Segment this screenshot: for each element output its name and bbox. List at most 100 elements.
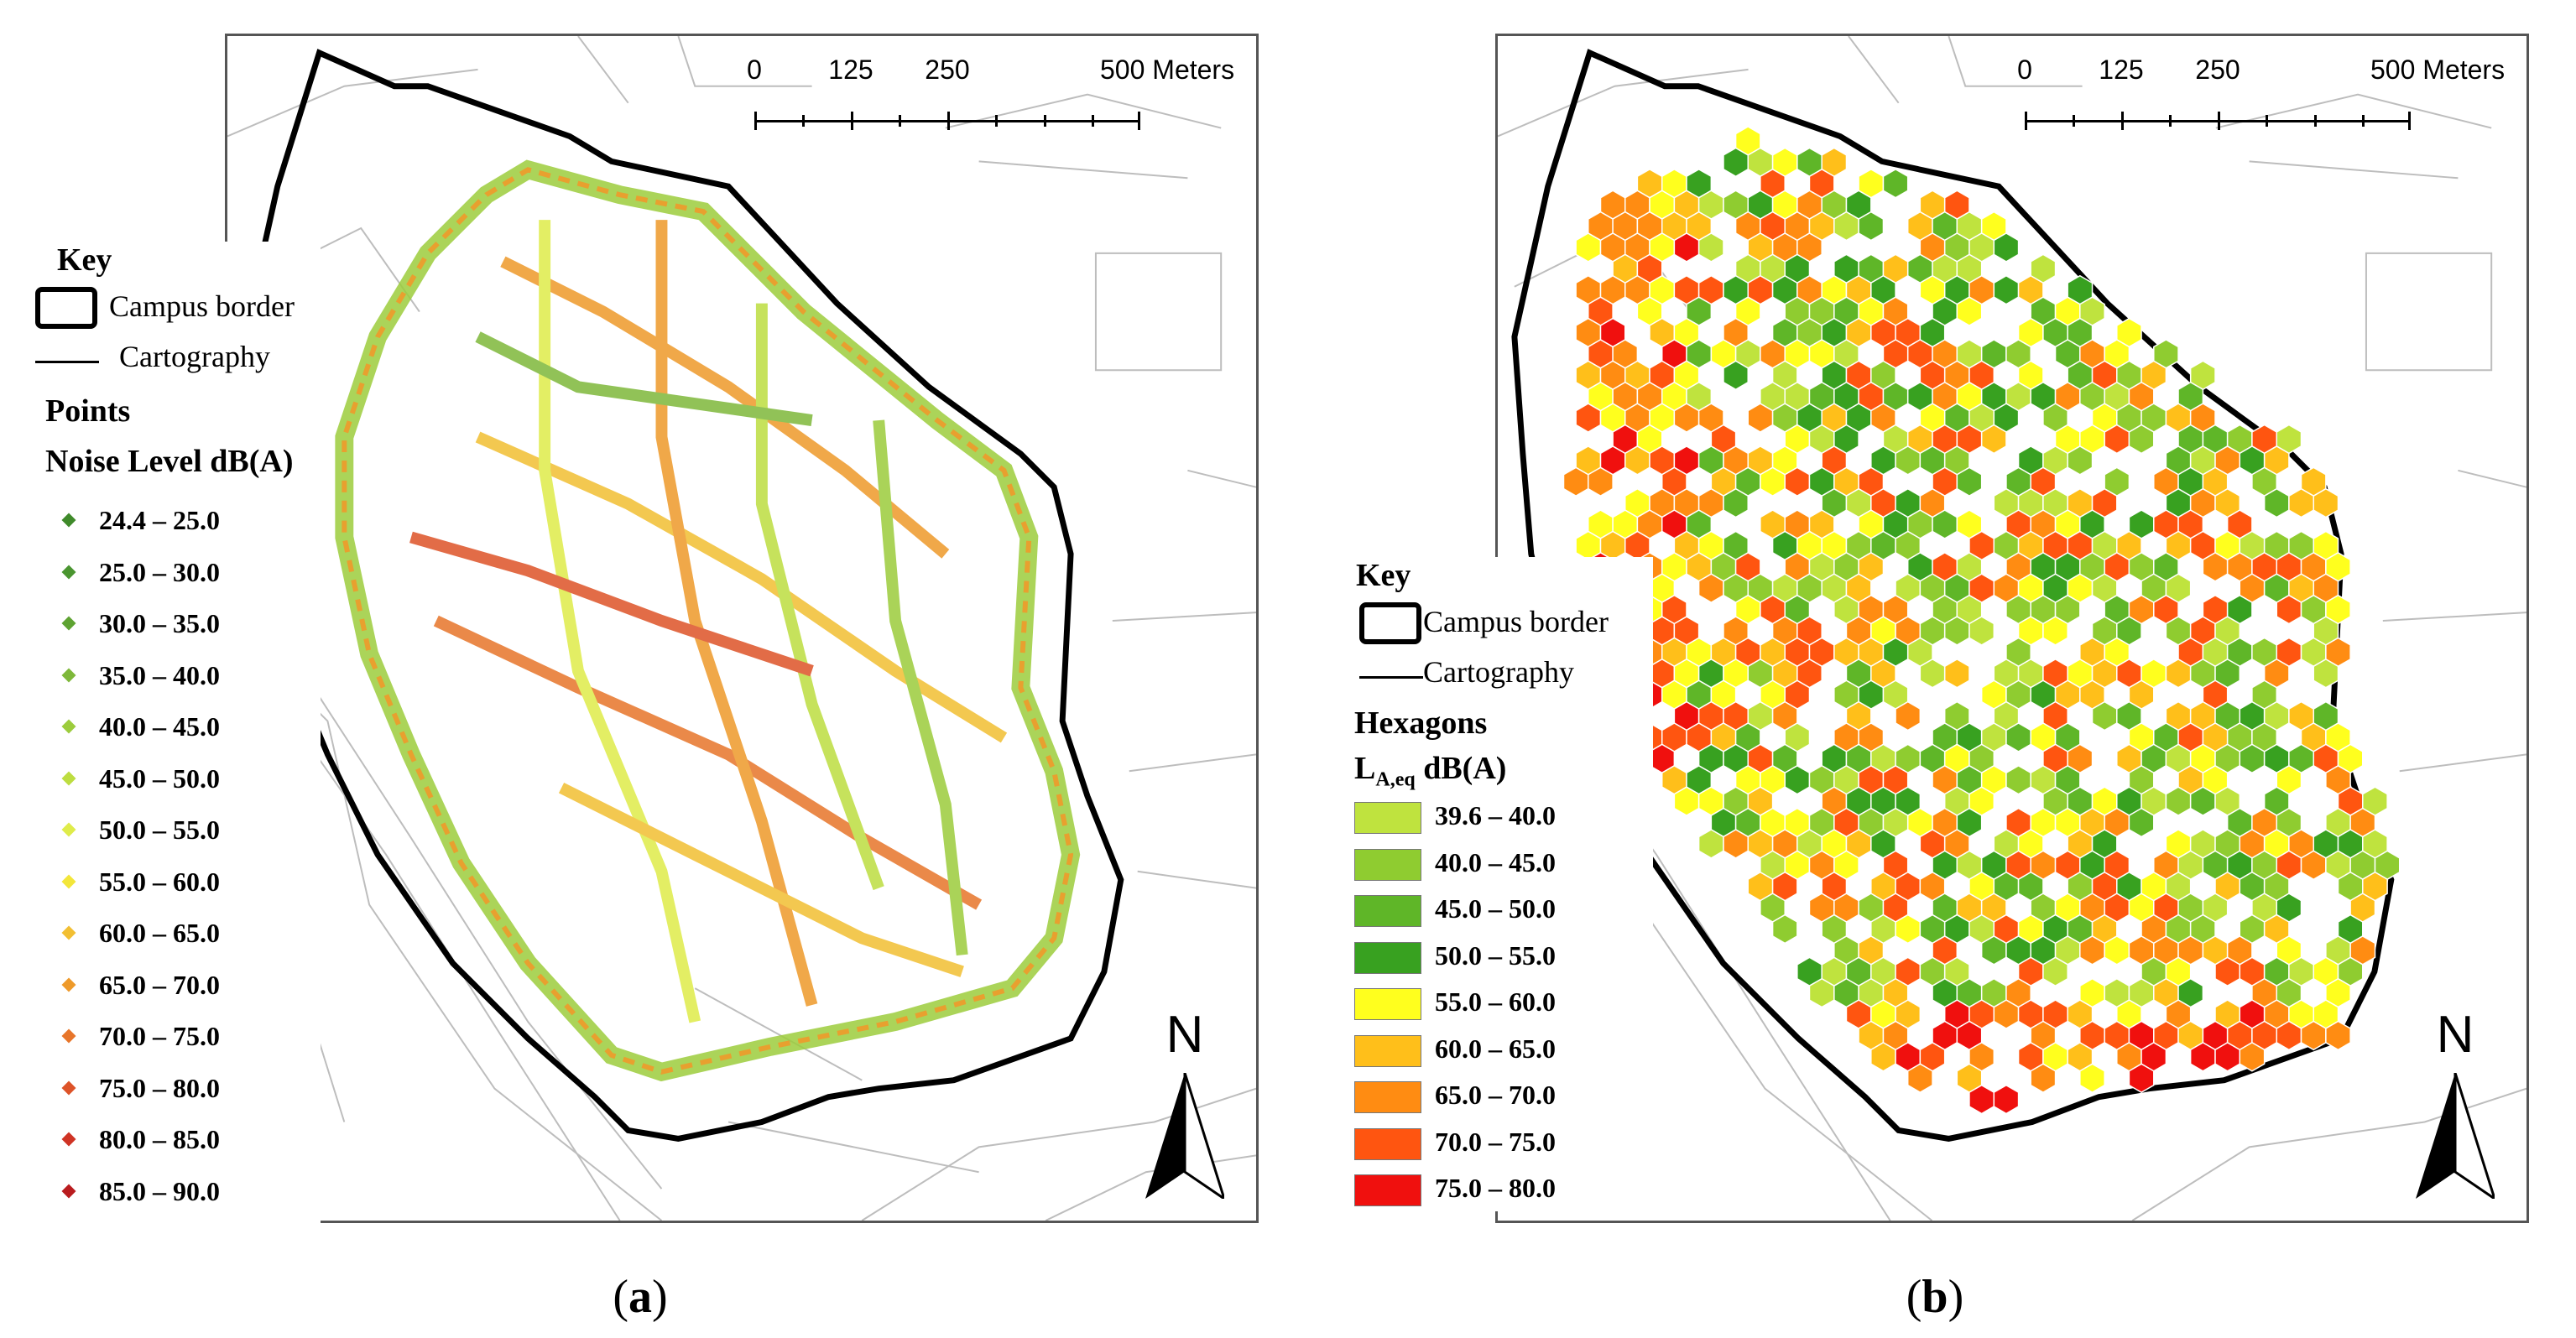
hexagon-cell bbox=[1969, 1084, 1995, 1115]
cartography-swatch bbox=[35, 361, 99, 363]
hexagon-cell bbox=[1673, 786, 1700, 816]
legend-key-title: Key bbox=[1356, 558, 1411, 593]
hexagon-cell bbox=[2239, 743, 2266, 774]
scale-bar: 0 125 250 500 Meters bbox=[747, 55, 1256, 155]
hexagon-cell bbox=[2128, 1063, 2155, 1094]
hexagon-cell bbox=[1723, 360, 1749, 391]
hexagon-cell bbox=[2067, 445, 2094, 476]
scale-label-0: 0 bbox=[747, 55, 762, 85]
legend-hex-swatch bbox=[1354, 1127, 1421, 1160]
scale-label-125: 125 bbox=[2099, 55, 2144, 85]
legend-point-label: 75.0 – 80.0 bbox=[99, 1072, 220, 1103]
scale-label-500: 500 Meters bbox=[2370, 55, 2506, 85]
hexagon-cell bbox=[2214, 1042, 2241, 1072]
hexagon-cell bbox=[1993, 1084, 2020, 1115]
legend-point-swatch bbox=[61, 1184, 76, 1198]
hexagon-cell bbox=[1697, 232, 1724, 263]
legend-point-swatch bbox=[61, 1132, 76, 1147]
scale-label-250: 250 bbox=[925, 55, 970, 85]
hexagon-cell bbox=[1808, 977, 1835, 1008]
legend-group-title: Points bbox=[45, 393, 131, 429]
hexagon-cell bbox=[2104, 935, 2130, 966]
hexagon-cell bbox=[2091, 700, 2118, 731]
legend-field-title: LA,eq dB(A) bbox=[1354, 751, 1507, 791]
hexagon-cell bbox=[1588, 466, 1614, 497]
hexagon-cell bbox=[2128, 807, 2155, 838]
north-label: N bbox=[1165, 1006, 1204, 1064]
campus-border-swatch bbox=[35, 287, 97, 329]
hexagon-cell bbox=[2005, 722, 2031, 752]
hexagon-cell bbox=[1723, 147, 1749, 178]
legend-hex-label: 65.0 – 70.0 bbox=[1435, 1080, 1556, 1110]
hexagon-cell bbox=[1723, 829, 1749, 859]
hexagon-cell bbox=[2313, 487, 2339, 518]
legend-point-label: 25.0 – 30.0 bbox=[99, 556, 220, 587]
legend-hex-label: 45.0 – 50.0 bbox=[1435, 893, 1556, 924]
legend-hex-swatch bbox=[1354, 1174, 1421, 1206]
hexagon-cell bbox=[2079, 935, 2105, 966]
basemap-b bbox=[1498, 36, 2526, 1221]
legend-point-label: 40.0 – 45.0 bbox=[99, 711, 220, 742]
campus-border-label: Campus border bbox=[1423, 605, 1609, 638]
legend-field-title: Noise Level dB(A) bbox=[45, 444, 294, 479]
hexagon-cell bbox=[1906, 1063, 1933, 1094]
legend-hex-label: 50.0 – 55.0 bbox=[1435, 940, 1556, 971]
legend-hex-label: 40.0 – 45.0 bbox=[1435, 846, 1556, 877]
hexagon-cell bbox=[1956, 466, 1983, 497]
legend-hex-label: 75.0 – 80.0 bbox=[1435, 1173, 1556, 1203]
legend-point-swatch bbox=[61, 925, 76, 940]
hexagon-cell bbox=[2165, 658, 2192, 689]
legend-point-label: 24.4 – 25.0 bbox=[99, 505, 220, 535]
legend-point-swatch bbox=[61, 513, 76, 528]
legend-point-label: 30.0 – 35.0 bbox=[99, 608, 220, 638]
legend-a: Key Campus border Cartography Points Noi… bbox=[35, 242, 321, 1231]
hexagon-cell bbox=[1969, 616, 1995, 646]
hexagon-cell bbox=[1624, 445, 1650, 476]
legend-hex-label: 39.6 – 40.0 bbox=[1435, 800, 1556, 830]
hexagon-cell bbox=[1919, 658, 1946, 689]
legend-point-label: 60.0 – 65.0 bbox=[99, 918, 220, 948]
panel-label-b: (b) bbox=[1906, 1271, 1964, 1323]
legend-hex-label: 55.0 – 60.0 bbox=[1435, 987, 1556, 1017]
hexagon-cell bbox=[1575, 232, 1602, 263]
hexagon-cell bbox=[1932, 509, 1958, 539]
scale-label-500: 500 Meters bbox=[1100, 55, 1235, 85]
scale-label-125: 125 bbox=[828, 55, 873, 85]
legend-hex-swatch bbox=[1354, 1081, 1421, 1113]
hexagon-cell bbox=[1993, 274, 2020, 305]
north-label: N bbox=[2436, 1006, 2474, 1064]
legend-point-swatch bbox=[61, 565, 76, 579]
legend-key-title: Key bbox=[57, 242, 112, 278]
campus-border-label: Campus border bbox=[109, 289, 295, 323]
legend-point-swatch bbox=[61, 822, 76, 837]
hexagon-cell bbox=[1870, 1042, 1896, 1072]
legend-hex-swatch bbox=[1354, 941, 1421, 974]
hexagon-cell bbox=[2165, 786, 2192, 816]
hexagon-cell bbox=[1673, 232, 1700, 263]
legend-point-label: 70.0 – 75.0 bbox=[99, 1021, 220, 1051]
legend-point-swatch bbox=[61, 977, 76, 992]
cartography-label: Cartography bbox=[119, 340, 270, 373]
scale-label-250: 250 bbox=[2195, 55, 2240, 85]
legend-b: Key Campus border Cartography Hexagons L… bbox=[1334, 557, 1653, 1211]
hexagon-cell bbox=[1980, 424, 2007, 455]
hexagon-cell bbox=[2300, 1020, 2327, 1051]
legend-hex-swatch bbox=[1354, 802, 1421, 834]
hexagon-cell bbox=[2276, 1020, 2302, 1051]
hexagon-cell bbox=[1673, 403, 1700, 433]
legend-point-label: 80.0 – 85.0 bbox=[99, 1124, 220, 1154]
hexagon-cell bbox=[2313, 658, 2339, 689]
legend-point-swatch bbox=[61, 1028, 76, 1044]
legend-hex-label: 70.0 – 75.0 bbox=[1435, 1126, 1556, 1157]
hexagon-cell bbox=[2325, 1020, 2351, 1051]
map-panel-b: 0 125 250 500 Meters N bbox=[1495, 34, 2529, 1223]
hexagon-cell bbox=[1993, 999, 2020, 1029]
hexagon-cell bbox=[2300, 850, 2327, 881]
legend-hex-swatch bbox=[1354, 988, 1421, 1020]
panel-label-a: (a) bbox=[613, 1271, 668, 1323]
hexagon-cell bbox=[2276, 594, 2302, 625]
hexagon-cell bbox=[2288, 487, 2314, 518]
hexagon-cell bbox=[1784, 466, 1811, 497]
hexagon-cell bbox=[1858, 211, 1885, 242]
hexagon-cell bbox=[1882, 168, 1909, 199]
